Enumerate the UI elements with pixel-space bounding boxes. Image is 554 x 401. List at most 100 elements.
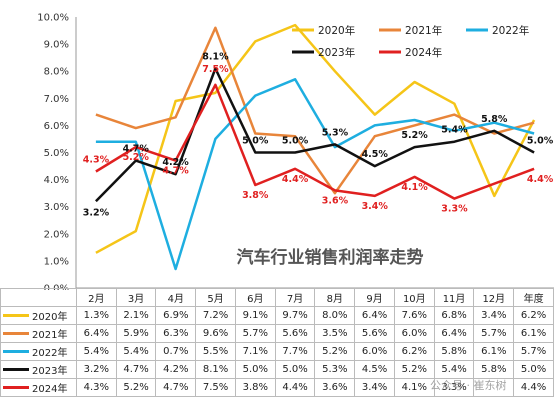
table-cell: 5.8% (433, 342, 475, 361)
y-tick-label: 4.0% (44, 175, 69, 186)
table-corner-cell (0, 288, 77, 307)
table-row-swatch (3, 386, 29, 389)
table-row-swatch (3, 332, 29, 335)
table-cell: 9.7% (274, 306, 316, 325)
data-label: 4.7% (162, 166, 189, 177)
table-row-label: 2023年 (32, 366, 68, 377)
table-header-cell: 11月 (433, 288, 475, 307)
table-cell: 4.4% (513, 378, 554, 397)
table-header-cell: 9月 (354, 288, 395, 307)
table-row: 2024年 4.3% 5.2% 4.7% 7.5% 3.8% 4.4% 3.6% 3.4% 4.1… (0, 378, 554, 397)
table-cell: 5.3% (314, 360, 356, 379)
chart-title: 汽车行业销售利润率走势 (237, 247, 424, 268)
table-cell: 5.6% (354, 324, 395, 343)
table-cell: 4.7% (115, 360, 157, 379)
table-row-header: 2020年 (0, 306, 77, 325)
data-label: 5.8% (481, 114, 508, 125)
table-row-swatch (3, 350, 29, 353)
table-cell: 9.1% (234, 306, 276, 325)
table-cell: 5.2% (393, 360, 435, 379)
y-tick-label: 0.0% (44, 284, 69, 291)
table-cell: 6.4% (354, 306, 395, 325)
table-row-label: 2020年 (32, 312, 68, 323)
table-cell: 6.1% (473, 342, 515, 361)
table-cell: 9.6% (195, 324, 236, 343)
data-labels: 3.2%4.7%4.2%8.1%5.0% 5.0%5.3%4.5%5.2% 5.4%… (83, 51, 554, 218)
table-cell: 3.4% (473, 306, 515, 325)
table-row: 2021年 6.4% 5.9% 6.3% 9.6% 5.7% 5.6% 3.5% 5.6% 6.0… (0, 324, 554, 343)
table-cell: 5.5% (195, 342, 236, 361)
data-label: 4.4% (282, 174, 309, 185)
table-header-cell: 6月 (234, 288, 276, 307)
table-cell: 4.4% (274, 378, 316, 397)
table-cell: 5.9% (115, 324, 157, 343)
table-cell: 5.2% (314, 342, 356, 361)
table-row-swatch (3, 368, 29, 371)
y-tick-labels: 0.0% 1.0% 2.0% 3.0% 4.0% 5.0% 6.0% 7.0% 8.0% 9.0%… (37, 13, 69, 291)
table-cell: 5.6% (274, 324, 316, 343)
table-cell: 6.4% (75, 324, 117, 343)
data-label: 3.2% (83, 207, 110, 218)
series-line-3 (95, 67, 535, 203)
table-cell: 6.4% (433, 324, 475, 343)
table-cell: 5.7% (473, 324, 515, 343)
table-header-cell: 2月 (75, 288, 117, 307)
data-label: 4.5% (362, 149, 389, 160)
table-cell: 3.8% (234, 378, 276, 397)
table-header-cell: 4月 (155, 288, 197, 307)
table-cell: 3.6% (314, 378, 356, 397)
profit-margin-line-chart: 0.0% 1.0% 2.0% 3.0% 4.0% 5.0% 6.0% 7.0% 8.0% 9.0%… (37, 13, 554, 291)
series-line-4 (95, 83, 535, 200)
table-cell: 5.2% (115, 378, 157, 397)
legend-label: 2022年 (492, 24, 529, 37)
table-cell: 7.1% (234, 342, 276, 361)
table-cell: 4.5% (354, 360, 395, 379)
table-cell: 3.4% (354, 378, 395, 397)
table-cell: 4.3% (75, 378, 117, 397)
table-header-cell: 8月 (314, 288, 356, 307)
table-cell: 5.4% (433, 360, 475, 379)
y-tick-label: 9.0% (44, 40, 69, 51)
table-cell: 6.2% (393, 342, 435, 361)
data-label: 4.1% (401, 182, 428, 193)
legend-label: 2020年 (318, 24, 355, 37)
table-cell: 5.4% (115, 342, 157, 361)
table-cell: 5.0% (234, 360, 276, 379)
y-tick-label: 5.0% (44, 148, 69, 159)
table-header-cell: 7月 (274, 288, 316, 307)
table-row-header: 2022年 (0, 342, 77, 361)
table-header-cell: 5月 (195, 288, 236, 307)
data-label: 5.0% (282, 136, 309, 147)
table-cell: 6.1% (513, 324, 554, 343)
table-cell: 8.0% (314, 306, 356, 325)
table-cell: 7.2% (195, 306, 236, 325)
table-cell: 1.3% (75, 306, 117, 325)
data-label: 4.4% (527, 174, 554, 185)
y-tick-label: 7.0% (44, 94, 69, 105)
table-row-header: 2023年 (0, 360, 77, 379)
watermark: 公众号 · 崔东树 (430, 379, 507, 392)
table-cell: 0.7% (155, 342, 197, 361)
table-cell: 3.2% (75, 360, 117, 379)
legend-label: 2023年 (318, 46, 355, 59)
data-label: 5.2% (123, 152, 150, 163)
data-label: 3.3% (441, 204, 468, 215)
legend-label: 2024年 (405, 46, 442, 59)
data-label: 5.0% (242, 136, 269, 147)
table-row-label: 2024年 (32, 384, 68, 395)
legend: 2020年 2021年 2022年 2023年 2024年 (292, 24, 529, 59)
data-table: 2月 3月 4月 5月 6月 7月 8月 9月 10月 11月 12月 年度 2020年 1.3% 2.1%… (0, 288, 554, 397)
table-row-swatch (3, 314, 29, 317)
legend-label: 2021年 (405, 24, 442, 37)
data-label: 7.5% (202, 64, 229, 75)
series-line-2 (95, 78, 535, 271)
data-label: 3.8% (242, 190, 269, 201)
table-row-header: 2021年 (0, 324, 77, 343)
table-cell: 5.0% (513, 360, 554, 379)
table-row: 2022年 5.4% 5.4% 0.7% 5.5% 7.1% 7.7% 5.2% 6.0% 6.2… (0, 342, 554, 361)
table-cell: 6.0% (393, 324, 435, 343)
table-cell: 5.7% (513, 342, 554, 361)
series-line-1 (95, 26, 535, 195)
data-label: 3.4% (362, 201, 389, 212)
data-label: 3.6% (322, 195, 349, 206)
